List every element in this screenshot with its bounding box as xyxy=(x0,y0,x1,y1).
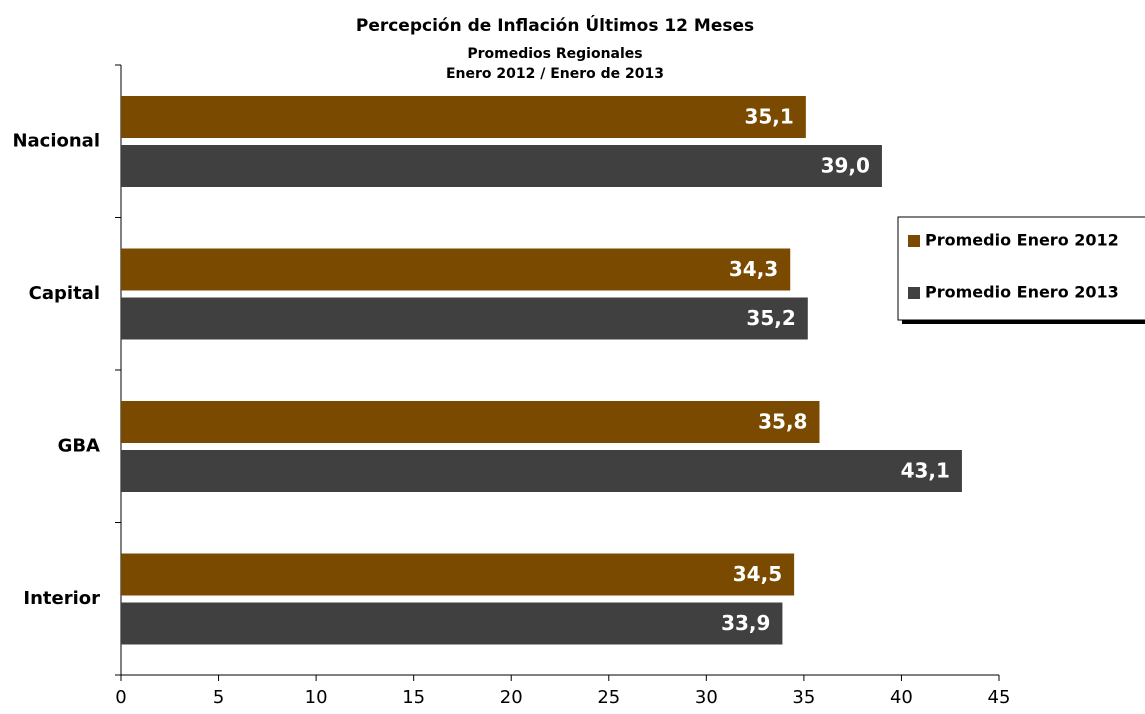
x-tick-label: 35 xyxy=(792,687,815,708)
data-label: 35,2 xyxy=(746,306,795,330)
x-tick-label: 40 xyxy=(890,687,913,708)
legend-box xyxy=(897,216,1145,321)
chart-subtitle: Enero 2012 / Enero de 2013 xyxy=(446,66,664,82)
category-label: Capital xyxy=(29,283,100,304)
category-label: GBA xyxy=(58,435,100,456)
bar xyxy=(121,602,783,645)
chart-title: Percepción de Inflación Últimos 12 Meses xyxy=(356,14,754,36)
data-label: 34,3 xyxy=(729,257,778,281)
bar xyxy=(121,248,791,291)
data-label: 35,1 xyxy=(744,105,793,129)
x-tick-label: 15 xyxy=(402,687,425,708)
x-tick-label: 10 xyxy=(305,687,328,708)
bar xyxy=(121,450,962,492)
legend-swatch xyxy=(908,235,920,247)
x-tick-label: 25 xyxy=(597,687,620,708)
x-tick-label: 5 xyxy=(213,687,224,708)
bar xyxy=(121,401,820,443)
bar xyxy=(121,145,882,187)
bar xyxy=(121,96,806,138)
data-label: 35,8 xyxy=(758,410,807,434)
legend-swatch xyxy=(908,287,920,299)
legend-label: Promedio Enero 2013 xyxy=(925,283,1119,302)
legend-label: Promedio Enero 2012 xyxy=(925,231,1119,250)
data-label: 43,1 xyxy=(901,459,950,483)
bar xyxy=(121,553,795,596)
category-label: Nacional xyxy=(12,130,100,151)
x-tick-label: 45 xyxy=(988,687,1011,708)
x-tick-label: 20 xyxy=(500,687,523,708)
category-label: Interior xyxy=(23,588,100,609)
bar xyxy=(121,297,808,340)
data-label: 39,0 xyxy=(821,154,870,178)
data-label: 33,9 xyxy=(721,611,770,635)
data-label: 34,5 xyxy=(733,562,782,586)
x-tick-label: 0 xyxy=(115,687,126,708)
chart-subtitle: Promedios Regionales xyxy=(467,46,642,62)
x-tick-label: 30 xyxy=(695,687,718,708)
